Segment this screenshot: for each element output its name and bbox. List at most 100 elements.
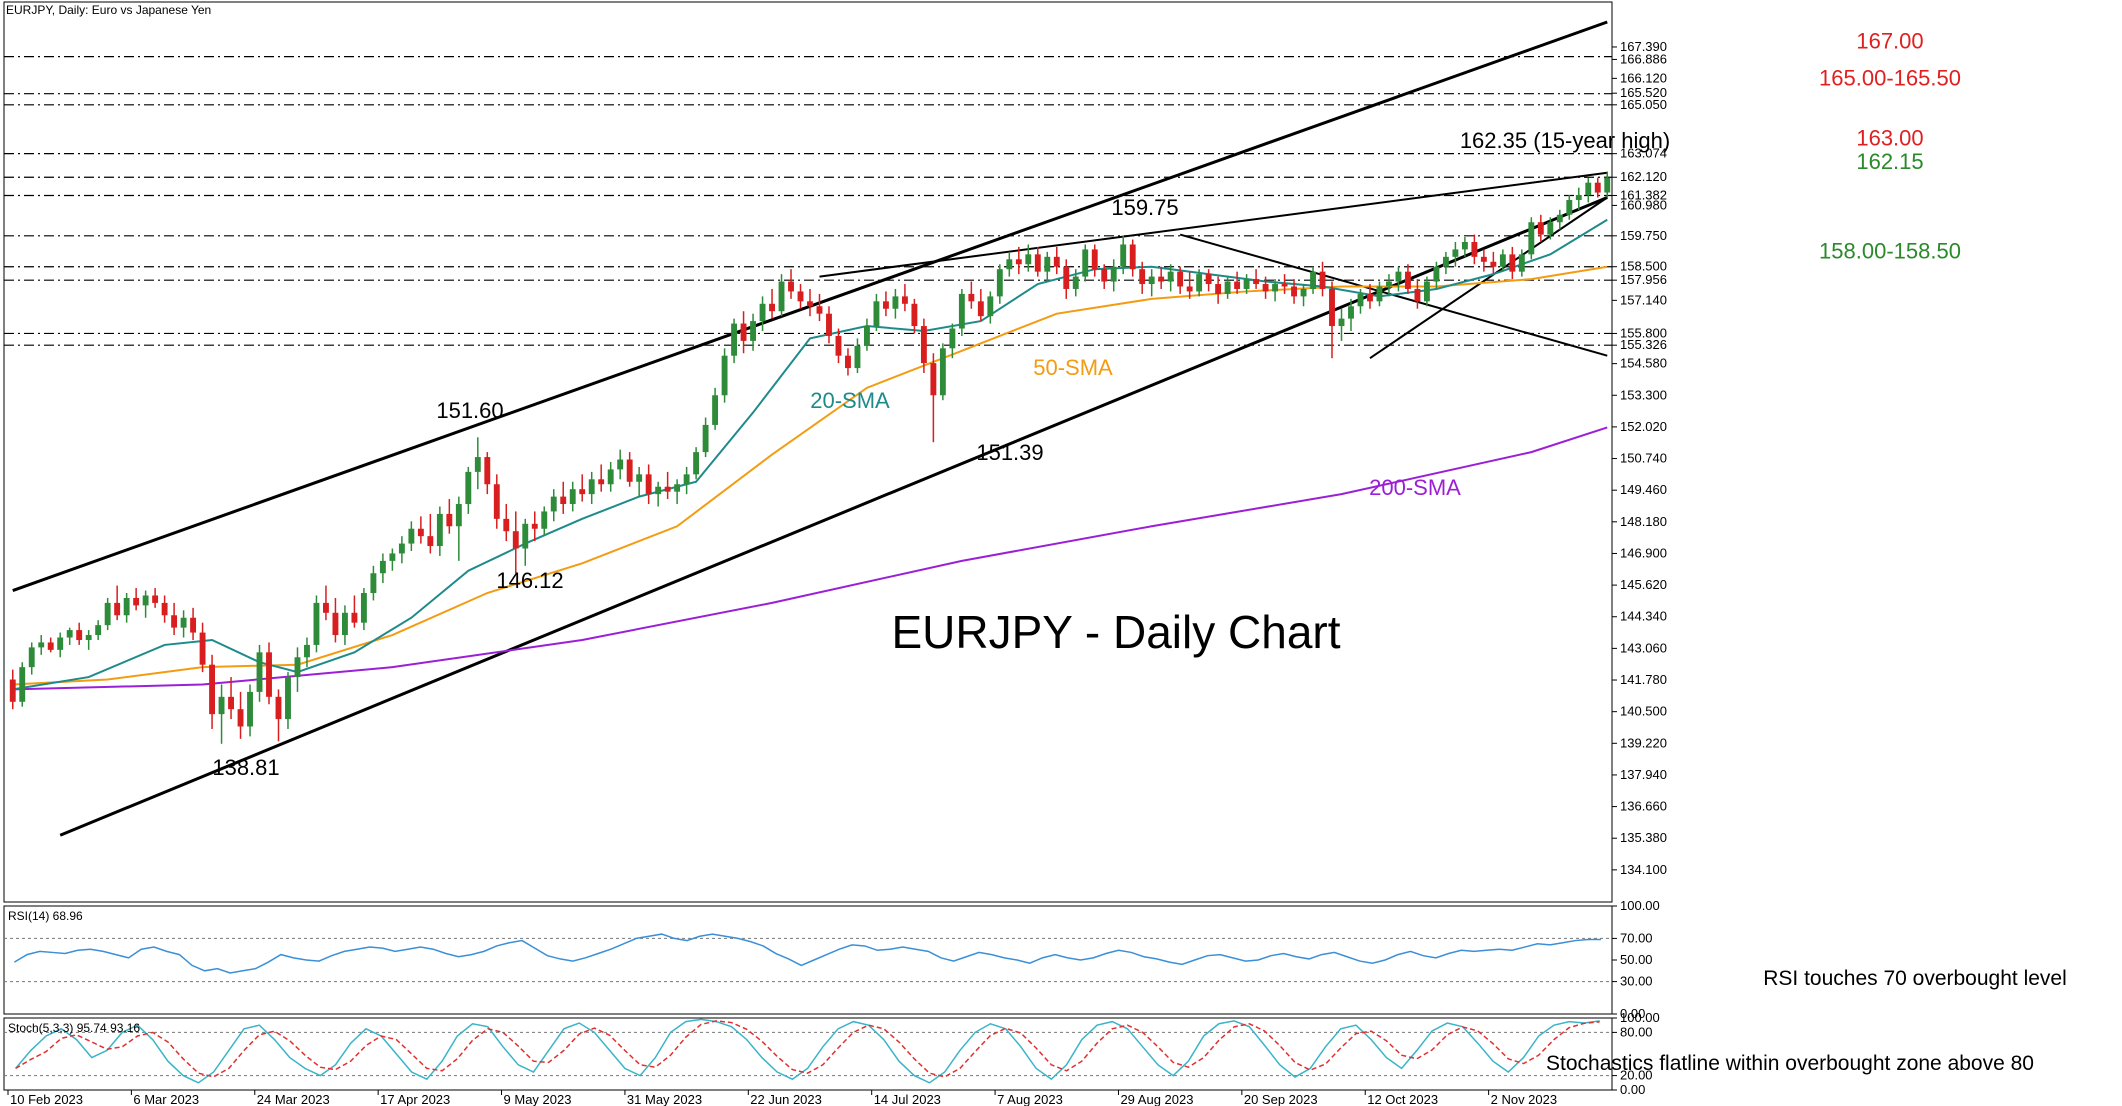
candle-body: [1044, 256, 1051, 272]
trendline: [819, 171, 1608, 278]
candle-body: [408, 528, 415, 544]
date-axis: 10 Feb 2023 6 Mar 2023 24 Mar 2023 17 Apr 2…: [7, 1090, 1557, 1106]
candle-body: [1091, 249, 1098, 270]
candle-body: [1224, 281, 1231, 294]
chart-title: EURJPY - Daily Chart: [891, 606, 1340, 658]
price-tick-label: 145.620: [1620, 577, 1667, 592]
candle-body: [731, 323, 738, 356]
annotation-label: 162.35 (15-year high): [1460, 128, 1670, 153]
candle-body: [683, 474, 690, 485]
candle-body: [436, 513, 443, 547]
sma200-line: [12, 426, 1608, 691]
date-tick-label: 20 Sep 2023: [1244, 1092, 1318, 1106]
candle-body: [541, 511, 548, 529]
candle-body: [1205, 274, 1212, 285]
stoch-tick-label: 100.00: [1620, 1010, 1660, 1025]
candle-body: [882, 301, 889, 309]
candle-body: [38, 642, 45, 648]
candle-body: [1186, 286, 1193, 292]
candle-body: [465, 471, 472, 505]
candle-body: [1490, 261, 1497, 267]
candle-body: [750, 321, 756, 341]
candle-body: [655, 486, 662, 495]
candle-body: [294, 657, 301, 678]
candle-body: [920, 326, 927, 364]
candle-body: [323, 602, 329, 613]
price-tick-label: 166.886: [1620, 51, 1667, 66]
candle-body: [569, 489, 576, 505]
date-tick-label: 17 Apr 2023: [380, 1092, 450, 1106]
price-tick-label: 155.326: [1620, 337, 1667, 352]
candle-body: [1006, 259, 1013, 270]
price-tick-label: 166.120: [1620, 70, 1667, 85]
candle-body: [1253, 279, 1260, 285]
rsi-note: RSI touches 70 overbought level: [1763, 967, 2067, 990]
candlesticks: [9, 171, 1611, 744]
candle-body: [588, 479, 595, 495]
candle-body: [1433, 266, 1440, 282]
candle-body: [769, 303, 775, 312]
candle-body: [1404, 271, 1411, 289]
candle-body: [66, 630, 73, 638]
candle-body: [1423, 281, 1430, 302]
price-tick-label: 152.020: [1620, 419, 1667, 434]
candle-body: [1072, 276, 1079, 289]
symbol-label: EURJPY, Daily: Euro vs Japanese Yen: [6, 3, 211, 17]
candle-body: [199, 632, 206, 665]
candle-body: [104, 602, 111, 626]
candle-body: [19, 667, 26, 702]
date-tick-label: 7 Aug 2023: [997, 1092, 1063, 1106]
candle-body: [1281, 284, 1288, 287]
price-tick-label: 135.380: [1620, 830, 1667, 845]
rsi-tick-label: 0.00: [1620, 1006, 1645, 1021]
price-tick-label: 161.382: [1620, 187, 1667, 202]
candle-body: [180, 617, 187, 628]
candle-body: [1310, 271, 1316, 289]
candle-body: [95, 625, 102, 636]
stochastic-note: Stochastics flatline within overbought z…: [1546, 1052, 2034, 1075]
candle-body: [1537, 222, 1544, 235]
trendline: [59, 196, 1608, 837]
stoch-k-line: [15, 1018, 1600, 1084]
candle-body: [1110, 266, 1117, 282]
candle-body: [1082, 249, 1089, 277]
annotation-label: 138.81: [212, 755, 279, 780]
candle-body: [968, 293, 975, 302]
candle-body: [304, 644, 310, 658]
candle-body: [1215, 284, 1222, 294]
candle-body: [275, 696, 282, 720]
price-tick-label: 159.750: [1620, 228, 1667, 243]
candle-body: [626, 459, 633, 482]
candle-body: [1234, 281, 1241, 289]
candle-body: [512, 531, 519, 549]
candle-body: [873, 301, 880, 327]
sma50-line: [12, 265, 1608, 686]
candle-body: [351, 612, 358, 623]
candle-body: [360, 593, 367, 623]
candle-body: [1139, 269, 1146, 285]
price-tick-label: 165.050: [1620, 97, 1667, 112]
candle-body: [930, 363, 937, 396]
annotation-label: 20-SMA: [810, 388, 890, 413]
date-tick-label: 6 Mar 2023: [133, 1092, 199, 1106]
candle-body: [266, 652, 272, 697]
sma20-line: [12, 218, 1608, 691]
price-tick-label: 158.500: [1620, 259, 1667, 274]
annotation-label: 151.39: [976, 440, 1043, 465]
candle-body: [237, 709, 244, 727]
rsi-panel: 100.00 70.00 50.00 30.00 0.00 RSI(14) 68.96: [4, 898, 1660, 1021]
candle-body: [1395, 271, 1402, 282]
price-tick-label: 155.800: [1620, 325, 1667, 340]
candle-body: [47, 642, 54, 650]
candle-body: [171, 615, 178, 628]
candle-body: [1547, 222, 1554, 235]
candle-body: [1442, 256, 1449, 267]
candle-body: [1594, 182, 1601, 193]
annotations: 138.81 151.60 146.12 159.75 151.39 162.35 (15…: [212, 128, 1670, 780]
candle-body: [1461, 242, 1468, 250]
candle-body: [1120, 244, 1127, 267]
candle-body: [474, 457, 481, 472]
candle-body: [598, 479, 605, 485]
price-tick-label: 139.220: [1620, 735, 1667, 750]
